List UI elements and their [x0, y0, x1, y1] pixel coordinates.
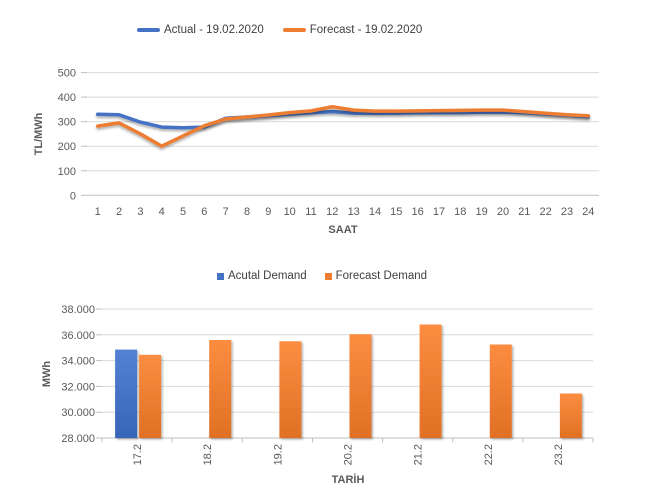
- x-tick-label: 5: [180, 206, 186, 218]
- x-tick-label: 3: [137, 206, 143, 218]
- forecast-demand-bar: [559, 393, 582, 438]
- x-tick-label: 15: [390, 206, 402, 218]
- x-tick-label: 13: [348, 206, 360, 218]
- y-tick-label: 500: [58, 68, 76, 80]
- x-tick-label: 22.2: [483, 444, 495, 465]
- x-tick-label: 10: [284, 206, 296, 218]
- y-tick-label: 28.000: [61, 433, 95, 445]
- x-tick-label: 18.2: [202, 444, 214, 465]
- x-tick-label: 4: [159, 206, 165, 218]
- x-tick-label: 6: [201, 206, 207, 218]
- forecast-demand-bar: [279, 341, 302, 439]
- forecast-demand-bar: [489, 344, 512, 438]
- x-tick-label: 19.2: [272, 444, 284, 465]
- actual-demand-swatch-icon: [217, 272, 224, 280]
- x-tick-label: 12: [326, 206, 338, 218]
- x-tick-label: 20.2: [343, 444, 355, 465]
- x-tick-label: 9: [265, 206, 271, 218]
- legend-item-forecast-demand: Forecast Demand: [324, 270, 428, 282]
- x-tick-label: 18: [454, 206, 466, 218]
- x-tick-label: 14: [369, 206, 381, 218]
- x-tick-label: 21: [518, 206, 530, 218]
- forecast-series-line: [95, 104, 591, 148]
- x-tick-label: 24: [582, 206, 594, 218]
- actual-series-line: [95, 109, 591, 130]
- forecast-legend-label: Forecast - 19.02.2020: [309, 24, 423, 36]
- y-tick-label: 400: [58, 92, 76, 104]
- forecast-demand-swatch-icon: [324, 272, 332, 280]
- forecast-demand-bar: [209, 340, 232, 438]
- x-tick-label: 23.2: [553, 444, 565, 465]
- y-tick-label: 34.000: [61, 356, 95, 368]
- forecast-demand-legend-label: Forecast Demand: [335, 270, 428, 282]
- legend-item-actual: Actual - 19.02.2020: [137, 24, 264, 36]
- x-tick-label: 8: [244, 206, 250, 218]
- x-tick-label: 16: [411, 206, 423, 218]
- actual-demand-bar: [115, 349, 138, 438]
- x-axis-title: SAAT: [328, 224, 357, 236]
- x-tick-label: 7: [223, 206, 229, 218]
- x-tick-label: 19: [475, 206, 487, 218]
- forecast-line-swatch-icon: [282, 28, 306, 32]
- x-tick-label: 20: [497, 206, 509, 218]
- x-tick-label: 11: [305, 206, 316, 218]
- legend-item-actual-demand: Acutal Demand: [217, 270, 307, 282]
- actual-demand-legend-label: Acutal Demand: [228, 270, 307, 282]
- forecast-demand-bar: [419, 324, 442, 438]
- y-axis-title: MWh: [41, 361, 53, 388]
- y-tick-label: 300: [58, 117, 76, 129]
- forecast-demand-bar: [349, 334, 372, 438]
- y-tick-label: 32.000: [61, 381, 95, 393]
- x-tick-label: 17: [433, 206, 445, 218]
- x-tick-label: 21.2: [413, 444, 425, 465]
- forecast-demand-bar: [139, 354, 162, 438]
- x-tick-label: 17.2: [132, 444, 144, 465]
- bar-chart-plot: 28.000 30.000 32.000 34.000 36.000 38.000 17.2…: [41, 304, 594, 486]
- x-tick-label: 2: [116, 206, 122, 218]
- legend-item-forecast: Forecast - 19.02.2020: [282, 24, 423, 36]
- actual-line-swatch-icon: [137, 28, 160, 32]
- y-tick-label: 0: [70, 190, 76, 202]
- y-axis-title: TL/MWh: [33, 112, 45, 155]
- x-tick-label: 22: [539, 206, 551, 218]
- y-tick-label: 36.000: [61, 330, 95, 342]
- y-tick-label: 100: [58, 166, 76, 178]
- x-axis-title: TARİH: [332, 473, 365, 486]
- x-tick-label: 1: [95, 206, 101, 218]
- line-chart-legend: Actual - 19.02.2020 Forecast - 19.02.202…: [137, 24, 422, 36]
- actual-legend-label: Actual - 19.02.2020: [164, 24, 264, 36]
- y-tick-label: 38.000: [61, 304, 95, 316]
- y-tick-label: 200: [58, 141, 76, 153]
- x-tick-label: 23: [561, 206, 573, 218]
- y-tick-label: 30.000: [61, 407, 95, 419]
- bar-chart-legend: Acutal Demand Forecast Demand: [217, 270, 427, 282]
